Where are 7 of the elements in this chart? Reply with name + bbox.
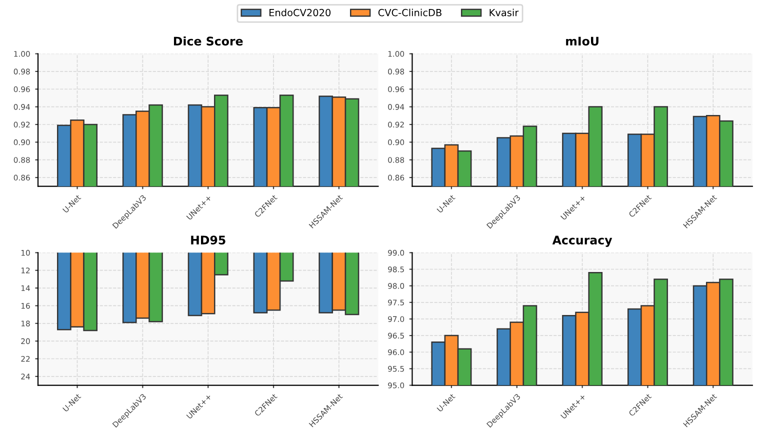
legend-label: Kvasir [490, 8, 519, 16]
chart-title: mIoU [566, 36, 598, 46]
chart-title: Dice Score [174, 36, 243, 46]
legend-label: CVC-ClinicDB [378, 8, 442, 16]
chart-title: Accuracy [552, 236, 612, 247]
chart-title: HD95 [191, 236, 226, 245]
legend-label: EndoCV2020 [270, 8, 331, 16]
